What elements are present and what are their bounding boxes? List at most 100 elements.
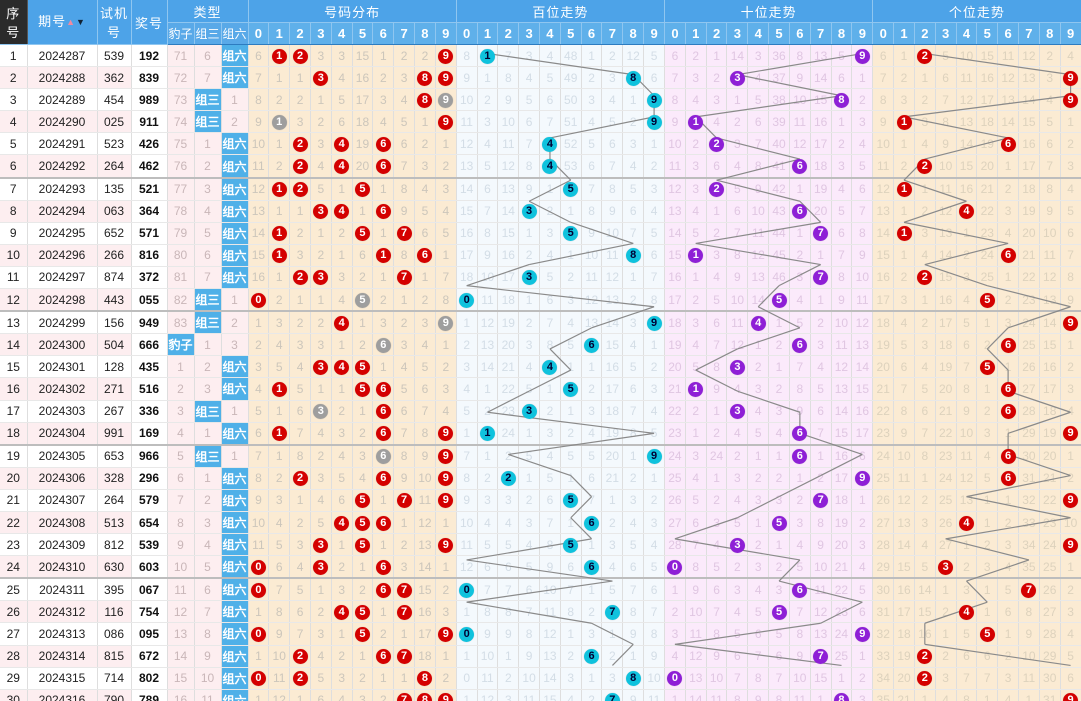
cell-tens-7: 1: [810, 689, 832, 701]
col-header-tens-0[interactable]: 0: [664, 22, 686, 45]
col-header-tens-8[interactable]: 8: [831, 22, 853, 45]
table-row[interactable]: 22 2024308 513 654 8 3 组六 10 4 2 5 4 5 6 1 12 1 10 4 4 3 7 1 6 2…: [0, 511, 1081, 535]
cell-units-4: 14: [956, 132, 978, 156]
col-header-tens-1[interactable]: 1: [685, 22, 707, 45]
col-header-dist-9[interactable]: 9: [435, 22, 457, 45]
table-row[interactable]: 10 2024296 266 816 80 6 组六 15 1 3 2 1 6 1 8 6 1 17 9 16 2 4 1 1…: [0, 244, 1081, 267]
cell-hundreds-2: 6: [497, 555, 520, 580]
col-header-dist-2[interactable]: 2: [289, 22, 311, 45]
table-row[interactable]: 28 2024314 815 672 14 9 组六 1 10 2 4 2 1 6 7 18 1 1 10 1 9 13 2…: [0, 645, 1081, 668]
col-header-units-8[interactable]: 8: [1039, 22, 1061, 45]
col-header-dist-5[interactable]: 5: [352, 22, 374, 45]
col-header-units-4[interactable]: 4: [956, 22, 978, 45]
table-row[interactable]: 4 2024290 025 911 74 组三 2 9 1 3 2 6 18 4 5 1 9 11 3 10 6 7 51 4…: [0, 110, 1081, 134]
col-header-type-baozi[interactable]: 豹子: [167, 22, 195, 45]
table-row[interactable]: 30 2024316 790 789 16 11 组六 1 12 1 6 4 3 2 7 8 9 1 12 3 11 15…: [0, 689, 1081, 701]
col-header-dist-7[interactable]: 7: [393, 22, 415, 45]
col-header-tens-5[interactable]: 5: [768, 22, 790, 45]
cell-units-6: 1: [997, 355, 1019, 379]
table-row[interactable]: 12 2024298 443 055 82 组三 1 0 2 1 1 4 5 2 1 2 8 0 11 18 1 6 3 12…: [0, 288, 1081, 313]
table-row[interactable]: 29 2024315 714 802 15 10 组六 0 11 2 5 3 2 1 1 8 2 0 11 2 10 14…: [0, 667, 1081, 690]
table-row[interactable]: 16 2024302 271 516 2 3 组六 4 1 5 1 1 5 6 5 6 3 4 1 22 5 1 5 2 17 6…: [0, 377, 1081, 401]
col-header-hundreds-2[interactable]: 2: [497, 22, 520, 45]
cell-units-2: 3: [914, 333, 936, 357]
col-header-win[interactable]: 奖号: [131, 0, 168, 45]
col-header-dist-0[interactable]: 0: [248, 22, 270, 45]
col-header-tens-6[interactable]: 6: [789, 22, 811, 45]
col-header-dist-8[interactable]: 8: [414, 22, 436, 45]
col-header-units-0[interactable]: 0: [872, 22, 895, 45]
col-header-type-zuliu[interactable]: 组六: [221, 22, 249, 45]
col-header-dist-1[interactable]: 1: [268, 22, 291, 45]
col-header-tens-4[interactable]: 4: [747, 22, 770, 45]
col-header-type-zusan[interactable]: 组三: [194, 22, 222, 45]
cell-tens-8: 9: [831, 288, 853, 313]
col-header-hundreds-6[interactable]: 6: [581, 22, 603, 45]
cell-tens-1: 2: [685, 400, 707, 423]
cell-type-zusan: 9: [194, 645, 222, 668]
cell-dist-6: 1: [372, 533, 395, 557]
col-header-hundreds-9[interactable]: 9: [643, 22, 666, 45]
col-header-tens-3[interactable]: 3: [726, 22, 749, 45]
table-row[interactable]: 27 2024313 086 095 13 8 组六 0 9 7 3 1 5 2 1 17 9 0 9 9 8 12 1 3 1…: [0, 622, 1081, 646]
cell-type-zuliu: 组六: [221, 244, 249, 267]
table-row[interactable]: 19 2024305 653 966 5 组三 1 7 1 8 2 4 3 6 8 9 9 7 1 2 5 4 5 5 20 1 9…: [0, 444, 1081, 468]
col-header-hundreds-5[interactable]: 5: [560, 22, 582, 45]
cell-units-7: 12: [1018, 44, 1040, 68]
cell-tens-3: 10: [726, 288, 749, 313]
col-header-dist-4[interactable]: 4: [331, 22, 353, 45]
col-header-hundreds-7[interactable]: 7: [601, 22, 624, 45]
col-header-tens-9[interactable]: 9: [851, 22, 874, 45]
col-header-test[interactable]: 试机号: [97, 0, 132, 45]
col-header-units-9[interactable]: 9: [1060, 22, 1081, 45]
cell-tens-2: 3: [706, 511, 728, 535]
table-row[interactable]: 6 2024292 264 462 76 2 组六 11 2 2 4 4 20 6 7 3 2 13 5 12 8 4 53…: [0, 154, 1081, 179]
table-row[interactable]: 18 2024304 991 169 4 1 组六 6 1 7 4 3 2 6 7 8 9 1 1 24 1 3 2 4 19 8…: [0, 422, 1081, 446]
table-row[interactable]: 26 2024312 116 754 12 7 组六 1 8 6 2 4 5 1 7 16 3 1 8 8 7 11 8 2 7…: [0, 600, 1081, 624]
col-header-hundreds-1[interactable]: 1: [477, 22, 499, 45]
table-row[interactable]: 15 2024301 128 435 1 2 组六 3 5 4 3 4 5 1 4 5 2 3 14 21 4 4 1 1 16…: [0, 355, 1081, 379]
table-row[interactable]: 20 2024306 328 296 6 1 组六 8 2 2 3 5 4 6 9 10 9 8 2 2 1 5 1 6 21 2…: [0, 467, 1081, 490]
col-header-dist-6[interactable]: 6: [372, 22, 395, 45]
sort-arrows-icon[interactable]: ▲▼: [66, 17, 86, 28]
col-header-seq[interactable]: 序号: [0, 0, 28, 45]
table-row[interactable]: 7 2024293 135 521 77 3 组六 12 1 2 5 1 5 1 8 4 3 14 6 13 9 1 5 7 8…: [0, 177, 1081, 201]
table-row[interactable]: 8 2024294 063 364 78 4 组六 13 1 1 3 4 1 6 9 5 4 15 7 14 3 2 1 8 9…: [0, 200, 1081, 223]
table-row[interactable]: 1 2024287 539 192 71 6 组六 6 1 2 3 3 15 1 2 2 9 8 1 7 3 4 48 1 2 1…: [0, 44, 1081, 68]
table-row[interactable]: 13 2024299 156 949 83 组三 2 1 3 2 2 4 1 3 2 3 9 1 12 19 2 7 4 13…: [0, 311, 1081, 335]
table-row[interactable]: 21 2024307 264 579 7 2 组六 9 3 1 4 6 5 1 7 11 9 9 3 3 2 6 5 7 1 3 2…: [0, 489, 1081, 512]
cell-tens-1: 9: [685, 578, 707, 602]
col-header-hundreds-3[interactable]: 3: [518, 22, 541, 45]
table-row[interactable]: 3 2024289 454 989 73 组三 1 8 2 2 1 5 17 3 4 8 9 10 2 9 5 6 50 3 4…: [0, 88, 1081, 112]
table-row[interactable]: 14 2024300 504 666 豹子 1 3 2 4 3 3 1 2 6 3 4 1 2 13 20 3 8 5 6 15…: [0, 333, 1081, 357]
col-header-units-5[interactable]: 5: [976, 22, 999, 45]
col-header-hundreds-0[interactable]: 0: [456, 22, 478, 45]
col-header-hundreds-4[interactable]: 4: [539, 22, 561, 45]
number-ball: 9: [646, 449, 662, 465]
cell-units-3: 21: [935, 400, 957, 423]
col-header-tens-7[interactable]: 7: [810, 22, 832, 45]
table-row[interactable]: 2 2024288 362 839 72 7 组六 7 1 1 3 4 16 2 3 8 9 9 1 8 4 5 49 2 3 8…: [0, 66, 1081, 90]
cell-type-zuliu: 3: [221, 333, 249, 357]
col-header-units-6[interactable]: 6: [997, 22, 1019, 45]
col-header-units-3[interactable]: 3: [935, 22, 957, 45]
col-header-units-7[interactable]: 7: [1018, 22, 1040, 45]
col-header-issue[interactable]: 期号▲▼: [27, 0, 98, 45]
col-header-tens-2[interactable]: 2: [706, 22, 728, 45]
table-row[interactable]: 25 2024311 395 067 11 6 组六 0 7 5 1 3 2 6 7 15 2 0 7 7 6 10 7 1 5…: [0, 578, 1081, 602]
cell-dist-4: 3: [331, 44, 353, 68]
cell-seq: 14: [0, 333, 28, 357]
col-header-units-2[interactable]: 2: [914, 22, 936, 45]
cell-hundreds-2: 24: [497, 422, 520, 446]
table-row[interactable]: 24 2024310 630 603 10 5 组六 0 6 4 3 2 1 6 3 14 1 12 6 6 5 9 6 6 4…: [0, 555, 1081, 580]
table-row[interactable]: 5 2024291 523 426 75 1 组六 10 1 2 3 4 19 6 6 2 1 12 4 11 7 4 52…: [0, 132, 1081, 156]
table-row[interactable]: 11 2024297 874 372 81 7 组六 16 1 2 3 3 2 1 7 1 7 18 10 17 3 5 2…: [0, 266, 1081, 290]
col-header-units-1[interactable]: 1: [893, 22, 915, 45]
table-row[interactable]: 9 2024295 652 571 79 5 组六 14 1 2 1 2 5 1 7 6 5 16 8 15 1 3 5 9 1…: [0, 222, 1081, 245]
col-header-dist-3[interactable]: 3: [310, 22, 332, 45]
col-header-hundreds-8[interactable]: 8: [622, 22, 645, 45]
table-row[interactable]: 17 2024303 267 336 3 组三 1 5 1 6 3 2 1 6 6 7 4 5 2 23 3 2 1 3 18 7…: [0, 400, 1081, 423]
cell-dist-2: 2: [289, 154, 311, 179]
cell-dist-8: 8: [414, 667, 436, 690]
table-row[interactable]: 23 2024309 812 539 9 4 组六 11 5 3 3 1 5 1 2 13 9 11 5 5 4 8 5 1 3…: [0, 533, 1081, 557]
